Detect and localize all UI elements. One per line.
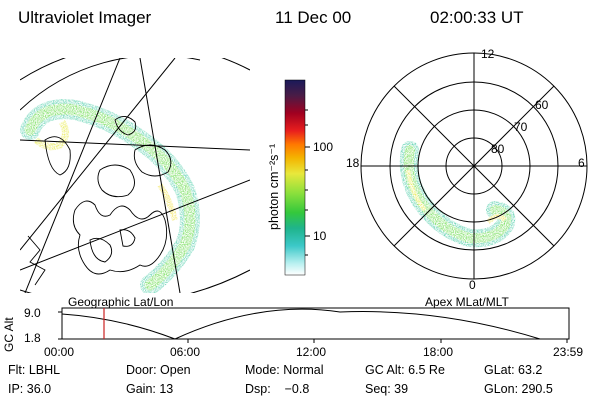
time-tick-2359: 23:59	[553, 345, 584, 359]
geo-latitude-line	[20, 58, 250, 81]
ip-info: IP: 36.0	[8, 382, 52, 396]
colorbar-unit-label: photon cm⁻²s⁻¹	[267, 143, 281, 230]
gc-alt-info: GC Alt: 6.5 Re	[365, 363, 445, 377]
mlat-label-70: 70	[514, 120, 528, 134]
geo-latitude-line	[20, 58, 201, 111]
polar-grid	[360, 52, 588, 280]
mlt-label-6: 6	[578, 156, 585, 170]
altitude-frame	[61, 307, 570, 340]
seq-info: Seq: 39	[365, 382, 409, 396]
geographic-panel-label: Geographic Lat/Lon	[68, 295, 174, 309]
gain-info: Gain: 13	[126, 382, 174, 396]
altitude-ytick-min: 1.8	[24, 331, 41, 345]
instrument-title: Ultraviolet Imager	[18, 8, 152, 27]
mlat-label-80: 80	[491, 142, 505, 156]
mlat-label-60: 60	[535, 98, 549, 112]
mlt-label-18: 18	[346, 156, 360, 170]
filter-info: Flt: LBHL	[8, 363, 61, 377]
time-tick-0000: 00:00	[44, 345, 75, 359]
geo-latitude-line	[20, 269, 250, 293]
colorbar-tick-10: 10	[313, 229, 327, 243]
date-label: 11 Dec 00	[275, 8, 352, 27]
polar-plot	[360, 52, 588, 280]
time-label: 02:00:33 UT	[430, 8, 524, 27]
colorbar-tick-100: 100	[313, 140, 334, 154]
geo-grid	[20, 58, 250, 293]
mlt-label-0: 0	[469, 278, 476, 292]
dsp-info: Dsp: −0.8	[245, 382, 310, 396]
geo-meridian	[20, 58, 176, 251]
time-tick-1800: 18:00	[423, 345, 454, 359]
geo-coastlines	[27, 116, 172, 286]
mlt-label-12: 12	[481, 47, 495, 61]
altitude-curve	[61, 308, 541, 340]
door-info: Door: Open	[126, 363, 191, 377]
polar-auroral-oval	[399, 141, 516, 248]
glon-info: GLon: 290.5	[484, 382, 553, 396]
time-tick-0600: 06:00	[170, 345, 201, 359]
geographic-map	[20, 58, 250, 293]
mode-info: Mode: Normal	[245, 363, 324, 377]
polar-axis-diagonal	[393, 85, 555, 247]
geo-meridian	[20, 179, 250, 271]
time-tick-1200: 12:00	[296, 345, 327, 359]
colorbar	[284, 79, 310, 276]
glat-info: GLat: 63.2	[484, 363, 543, 377]
colorbar-scale	[284, 79, 306, 276]
geo-auroral-oval	[20, 99, 200, 293]
altitude-ylabel: GC Alt	[2, 317, 16, 352]
geo-meridian	[20, 139, 250, 151]
altitude-ytick-max: 9.0	[24, 306, 41, 320]
altitude-plot	[58, 307, 570, 343]
geo-meridian	[24, 58, 121, 293]
polar-panel-label: Apex MLat/MLT	[425, 295, 509, 309]
